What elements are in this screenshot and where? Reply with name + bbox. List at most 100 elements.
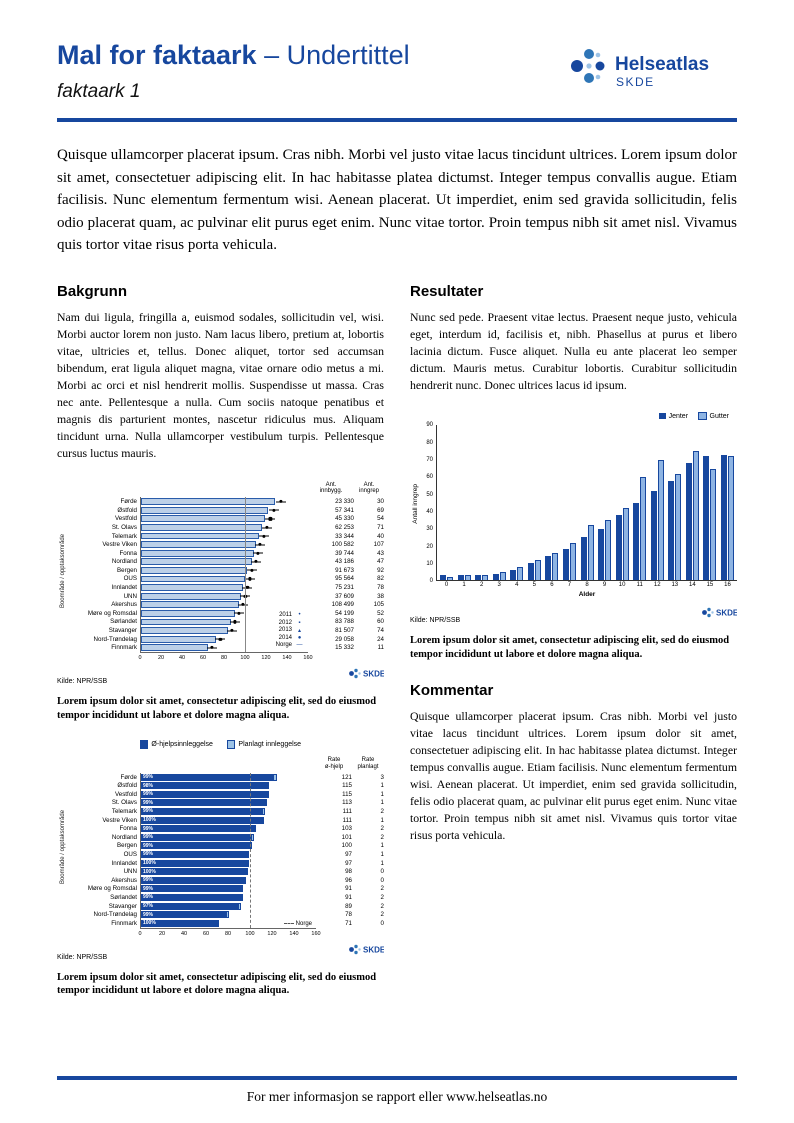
rate-bar [141,566,248,574]
bar-row [141,532,308,541]
rate-ohjelp-value: 111 [342,816,352,824]
row-label: Møre og Romsdal [87,885,137,893]
rate-planlagt-value: 1 [380,799,384,807]
bar-row: 97% [141,902,316,911]
legend-label: Ø-hjelpsinnleggelse [151,741,213,749]
x-tick-label: 5 [532,582,536,589]
rate-bar [141,635,217,643]
rate-bar [141,627,228,634]
legend-item: 2012 ▪ [276,619,304,627]
planlagt-bar [240,885,243,893]
legend-label: Norge [295,920,312,927]
planlagt-bar [253,825,256,833]
x-tick-label: 20 [157,655,165,662]
inngrep-value: 107 [373,541,384,549]
y-tick-label: 80 [426,439,433,446]
legend-label: 2014 [278,634,292,641]
ohjelp-bar: 100% [141,859,248,867]
rate-ohjelp-value: 103 [341,825,352,833]
confidence-marker [215,637,226,642]
rate-ohjelp-value: 89 [345,902,352,910]
planlagt-bar [226,911,229,919]
chart1-caption: Lorem ipsum dolor sit amet, consectetur … [57,696,377,721]
y-axis-title: Antall inngrep [410,425,420,581]
share-label: 100% [143,920,156,927]
bar-row: 99% [141,910,316,919]
gutter-bar [675,473,682,581]
rate-bar [141,515,266,523]
bar-row: 99% [141,885,316,894]
jenter-bar [615,515,622,581]
legend-item: Gutter [698,411,729,421]
bar-row [141,643,308,652]
bar-row [141,566,308,575]
rate-bar [141,498,275,506]
x-tick-label: 0 [138,930,142,937]
x-tick-label: 0 [444,582,449,589]
rate-bar [141,549,254,557]
inngrep-value: 43 [377,549,384,557]
ohjelp-bar: 100% [141,919,219,927]
source-label: Kilde: NPR/SSB [57,678,108,686]
rate-bar [141,609,235,617]
row-label: Finnmark [111,644,137,652]
jenter-bar [598,528,605,581]
ohjelp-bar: 99% [141,807,263,815]
jenter-bar [457,575,464,581]
confidence-marker [265,516,276,521]
inngrep-value: 11 [377,644,384,652]
right-column: Resultater Nunc sed pede. Praesent vitae… [410,283,739,998]
ohjelp-bar: 99% [141,885,241,893]
ohjelp-bar: 99% [141,850,248,858]
logo-dots-icon [571,49,605,83]
inngrep-value: 74 [377,627,384,635]
skde-logo: SKDE [348,667,386,685]
row-label: Østfold [117,782,137,790]
planlagt-bar [266,790,269,798]
rate-planlagt-value: 2 [380,902,384,910]
x-tick-label: 14 [689,582,696,589]
intro-paragraph: Quisque ullamcorper placerat ipsum. Cras… [57,147,737,253]
row-label: Fonna [119,825,137,833]
footer-rule [57,1076,737,1080]
col-header-rate-planlagt: Rate planlagt [357,757,379,770]
x-tick-label: 0 [138,655,142,662]
rate-planlagt-value: 2 [380,885,384,893]
innbygg-value: 45 330 [335,515,354,523]
bar-row: 100% [141,816,316,825]
bar-row [141,626,308,635]
dashed-line-icon [283,923,294,924]
row-label: UNN [123,592,137,600]
logo-sub-text: SKDE [616,75,655,89]
inngrep-value: 52 [377,609,384,617]
bar-group [545,425,559,581]
y-tick-label: 70 [426,457,433,464]
y-tick-label: 10 [426,561,433,568]
rate-bar [141,584,244,591]
x-axis: 0 20 40 60 80 100 120 140 160 [138,652,313,664]
rate-planlagt-value: 1 [380,782,384,790]
gutter-bar [587,525,594,581]
x-tick-label: 6 [550,582,554,589]
page-header: Mal for faktaark – Undertittel faktaark … [57,40,737,103]
bar-group [510,425,524,581]
row-label: Østfold [117,506,137,514]
x-tick-label: 13 [671,582,679,589]
innbygg-value: 33 344 [335,532,354,540]
y-tick-label: 50 [426,491,433,498]
source-label: Kilde: NPR/SSB [410,617,461,625]
rate-planlagt-value: 2 [380,911,384,919]
document-name: faktaark 1 [57,81,141,102]
row-label: Stavanger [108,902,137,910]
ohjelp-bar: 99% [141,893,241,901]
gutter-bar [710,468,717,581]
x-tick-label: 11 [636,582,643,589]
innbygg-value: 95 564 [335,575,354,583]
confidence-marker [206,645,217,650]
row-label: St. Olavs [111,799,137,807]
planlagt-bar [262,807,265,815]
inngrep-value: 47 [377,558,384,566]
legend-item: 2011 • [276,612,304,620]
confidence-marker [238,602,249,607]
plot-area: 2011 • 2012 ▪ 2013 ▴ 2014 ● Norge — [140,497,308,653]
